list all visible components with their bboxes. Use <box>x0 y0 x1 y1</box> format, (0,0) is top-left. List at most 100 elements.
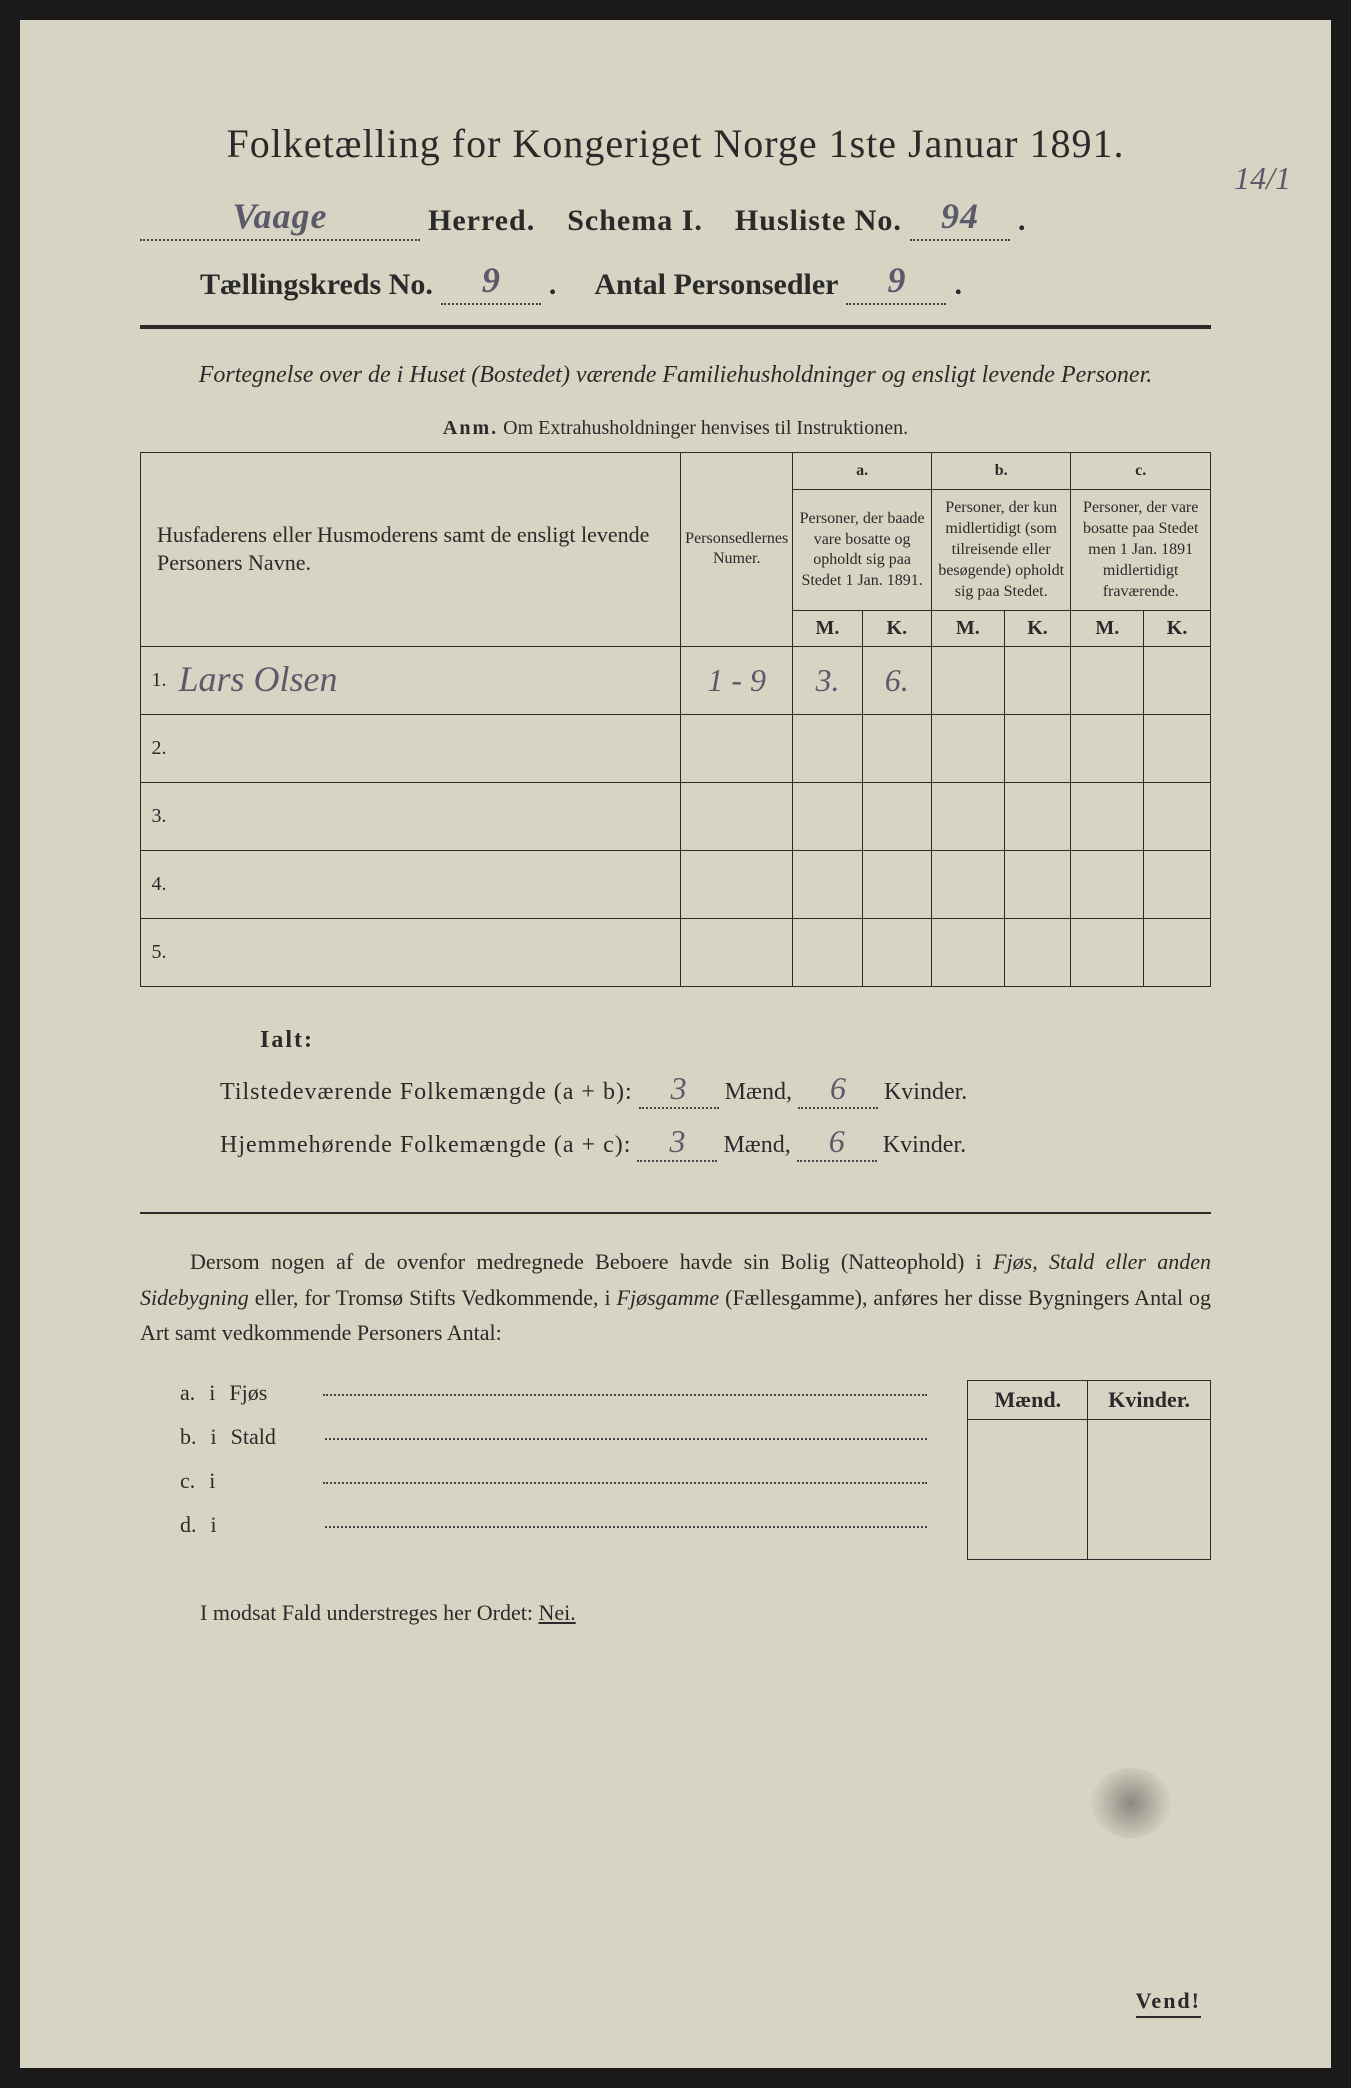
col-b-k: K. <box>1004 611 1071 647</box>
row-a-k <box>862 851 931 919</box>
ialt-1-k: 6 <box>798 1070 878 1109</box>
row-name <box>171 851 681 919</box>
sb-label: Stald <box>231 1424 311 1450</box>
sb-i: i <box>209 1468 215 1494</box>
sb-k-val <box>1088 1419 1211 1559</box>
row-c-m <box>1071 919 1144 987</box>
row-a-k <box>862 919 931 987</box>
row-name <box>171 783 681 851</box>
row-b-m <box>931 647 1004 715</box>
ialt-2-m: 3 <box>637 1123 717 1162</box>
row-a-k <box>862 783 931 851</box>
sb-dots <box>325 1438 928 1440</box>
table-row: 1. Lars Olsen 1 - 9 3. 6. <box>141 647 1211 715</box>
sb-letter: a. <box>180 1380 195 1406</box>
row-name <box>171 919 681 987</box>
husliste-value: 94 <box>941 196 979 236</box>
col-names: Husfaderens eller Husmoderens samt de en… <box>141 452 681 647</box>
side-building-mk-table: Mænd. Kvinder. <box>967 1380 1211 1560</box>
anm-label: Anm. <box>443 417 498 439</box>
ialt-section: Ialt: Tilstedeværende Folkemængde (a + b… <box>220 1027 1211 1162</box>
row-b-k <box>1004 851 1071 919</box>
row-c-k <box>1144 919 1211 987</box>
col-c-m: M. <box>1071 611 1144 647</box>
sb-letter: c. <box>180 1468 195 1494</box>
row-c-m <box>1071 783 1144 851</box>
divider-2 <box>140 1212 1211 1214</box>
sb-letter: d. <box>180 1512 197 1538</box>
row-c-k <box>1144 715 1211 783</box>
ialt-title: Ialt: <box>260 1027 1211 1054</box>
nei-word: Nei. <box>538 1600 575 1625</box>
census-form-page: 14/1 Folketælling for Kongeriget Norge 1… <box>20 20 1331 2068</box>
sb-i: i <box>209 1380 215 1406</box>
personsedler-label: Antal Personsedler <box>594 268 838 302</box>
anm-note: Anm. Om Extrahusholdninger henvises til … <box>140 417 1211 440</box>
col-c-label: c. <box>1071 452 1211 490</box>
divider-1 <box>140 325 1211 329</box>
side-building-section: a. i Fjøs b. i Stald c. i d. i Mænd. Kvi… <box>180 1380 1211 1560</box>
dersom-paragraph: Dersom nogen af de ovenfor medregnede Be… <box>140 1244 1211 1350</box>
modsat-line: I modsat Fald understreges her Ordet: Ne… <box>200 1600 1211 1626</box>
row-b-k <box>1004 783 1071 851</box>
row-b-m <box>931 851 1004 919</box>
row-b-m <box>931 715 1004 783</box>
husliste-label: Husliste No. <box>735 204 902 238</box>
col-c: Personer, der vare bosatte paa Stedet me… <box>1071 490 1211 611</box>
row-number: 5. <box>141 919 171 987</box>
ialt-line-1: Tilstedeværende Folkemængde (a + b): 3 M… <box>220 1070 1211 1109</box>
sb-m-val <box>968 1419 1088 1559</box>
schema-label: Schema I. <box>567 204 703 238</box>
kreds-label: Tællingskreds No. <box>200 268 433 302</box>
anm-text: Om Extrahusholdninger henvises til Instr… <box>503 417 908 439</box>
col-b-label: b. <box>931 452 1070 490</box>
col-a-label: a. <box>793 452 932 490</box>
row-b-k <box>1004 919 1071 987</box>
sb-maend: Mænd. <box>968 1380 1088 1419</box>
row-c-m <box>1071 647 1144 715</box>
row-number: 2. <box>141 715 171 783</box>
ialt-2-k: 6 <box>797 1123 877 1162</box>
row-numer <box>681 783 793 851</box>
ialt-1-m: 3 <box>639 1070 719 1109</box>
col-a-m: M. <box>793 611 862 647</box>
col-b-m: M. <box>931 611 1004 647</box>
page-title: Folketælling for Kongeriget Norge 1ste J… <box>140 120 1211 167</box>
subtitle: Fortegnelse over de i Huset (Bostedet) v… <box>140 359 1211 393</box>
row-c-k <box>1144 783 1211 851</box>
personsedler-value: 9 <box>887 260 905 300</box>
ink-smudge <box>1091 1768 1171 1838</box>
vend-label: Vend! <box>1136 1988 1201 2018</box>
row-numer <box>681 919 793 987</box>
margin-note: 14/1 <box>1234 160 1291 197</box>
row-c-m <box>1071 851 1144 919</box>
row-numer: 1 - 9 <box>681 647 793 715</box>
sb-kvinder: Kvinder. <box>1088 1380 1211 1419</box>
row-a-m <box>793 783 862 851</box>
sb-label: Fjøs <box>229 1380 309 1406</box>
sb-letter: b. <box>180 1424 197 1450</box>
col-a: Personer, der baade vare bosatte og opho… <box>793 490 932 611</box>
row-c-k <box>1144 851 1211 919</box>
sb-i: i <box>211 1424 217 1450</box>
side-building-row: b. i Stald <box>180 1424 927 1450</box>
header-line-1: Vaage Herred. Schema I. Husliste No. 94 … <box>140 197 1211 241</box>
row-a-m: 3. <box>793 647 862 715</box>
row-c-m <box>1071 715 1144 783</box>
row-numer <box>681 851 793 919</box>
header-line-2: Tællingskreds No. 9 . Antal Personsedler… <box>140 261 1211 305</box>
col-a-k: K. <box>862 611 931 647</box>
side-building-list: a. i Fjøs b. i Stald c. i d. i <box>180 1380 927 1560</box>
col-numer: Personsedlernes Numer. <box>681 452 793 647</box>
sb-dots <box>325 1526 928 1528</box>
herred-label: Herred. <box>428 204 535 238</box>
row-c-k <box>1144 647 1211 715</box>
table-row: 4. <box>141 851 1211 919</box>
row-b-k <box>1004 647 1071 715</box>
ialt-line-2: Hjemmehørende Folkemængde (a + c): 3 Mæn… <box>220 1123 1211 1162</box>
row-a-m <box>793 919 862 987</box>
sb-i: i <box>211 1512 217 1538</box>
row-numer <box>681 715 793 783</box>
row-number: 4. <box>141 851 171 919</box>
row-a-m <box>793 851 862 919</box>
